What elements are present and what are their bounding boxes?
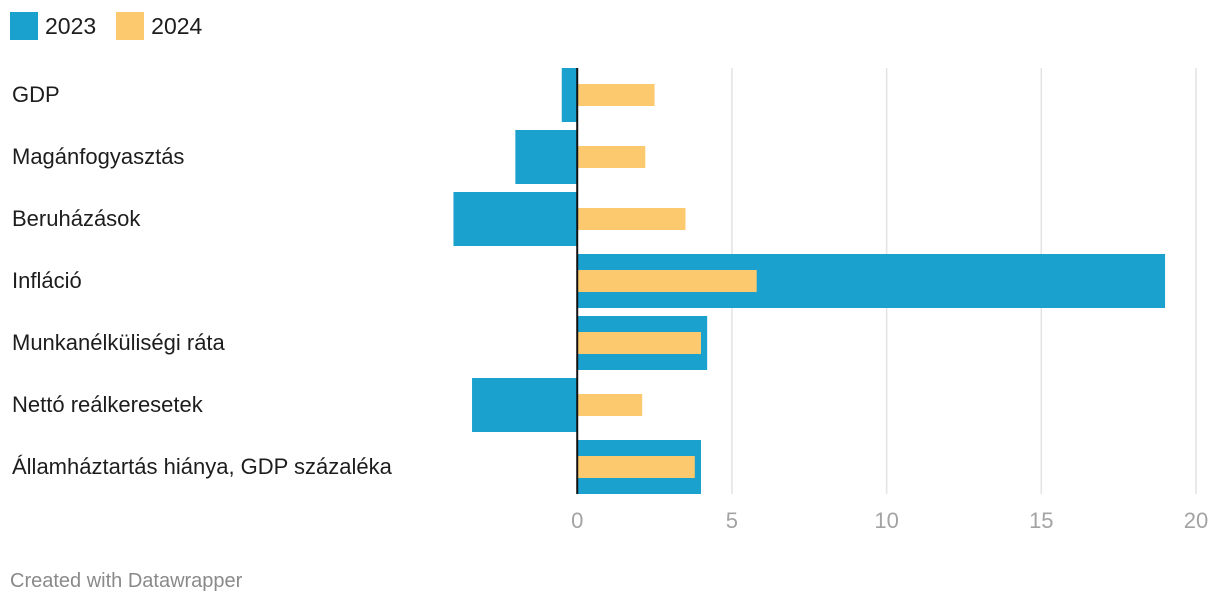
legend-item-2023: 2023 (10, 12, 96, 40)
x-tick-label: 5 (726, 508, 738, 533)
bar-2024 (577, 394, 643, 416)
bar-2024 (577, 208, 686, 230)
category-label: Nettó reálkeresetek (12, 392, 204, 417)
category-label: Munkanélküliségi ráta (12, 330, 226, 355)
bar-2023 (472, 378, 578, 432)
x-tick-label: 0 (571, 508, 583, 533)
legend-swatch-2024 (116, 12, 145, 40)
bar-chart: GDP Magánfogyasztás Beruházások Infláció Mun… (12, 68, 1208, 533)
footer-credit: Created with Datawrapper (10, 570, 243, 592)
bar-2024 (577, 456, 695, 478)
category-label: Beruházások (12, 206, 141, 231)
bar-2024 (577, 84, 655, 106)
bar-2024 (577, 332, 701, 354)
x-tick-label: 15 (1029, 508, 1053, 533)
bar-2024 (577, 146, 646, 168)
category-label: Magánfogyasztás (12, 144, 184, 169)
x-tick-label: 20 (1184, 508, 1208, 533)
category-label: GDP (12, 82, 60, 107)
bar-2023 (453, 192, 578, 246)
bar-2023 (515, 130, 578, 184)
legend-label-2024: 2024 (151, 12, 203, 39)
legend-label-2023: 2023 (45, 12, 97, 39)
legend-swatch-2023 (10, 12, 38, 40)
legend: 2023 2024 (10, 12, 222, 40)
bar-2023 (561, 68, 578, 122)
legend-item-2024: 2024 (116, 12, 202, 40)
bar-2024 (577, 270, 757, 292)
category-label: Államháztartás hiánya, GDP százaléka (12, 454, 393, 479)
category-label: Infláció (12, 268, 82, 293)
x-tick-label: 10 (874, 508, 898, 533)
